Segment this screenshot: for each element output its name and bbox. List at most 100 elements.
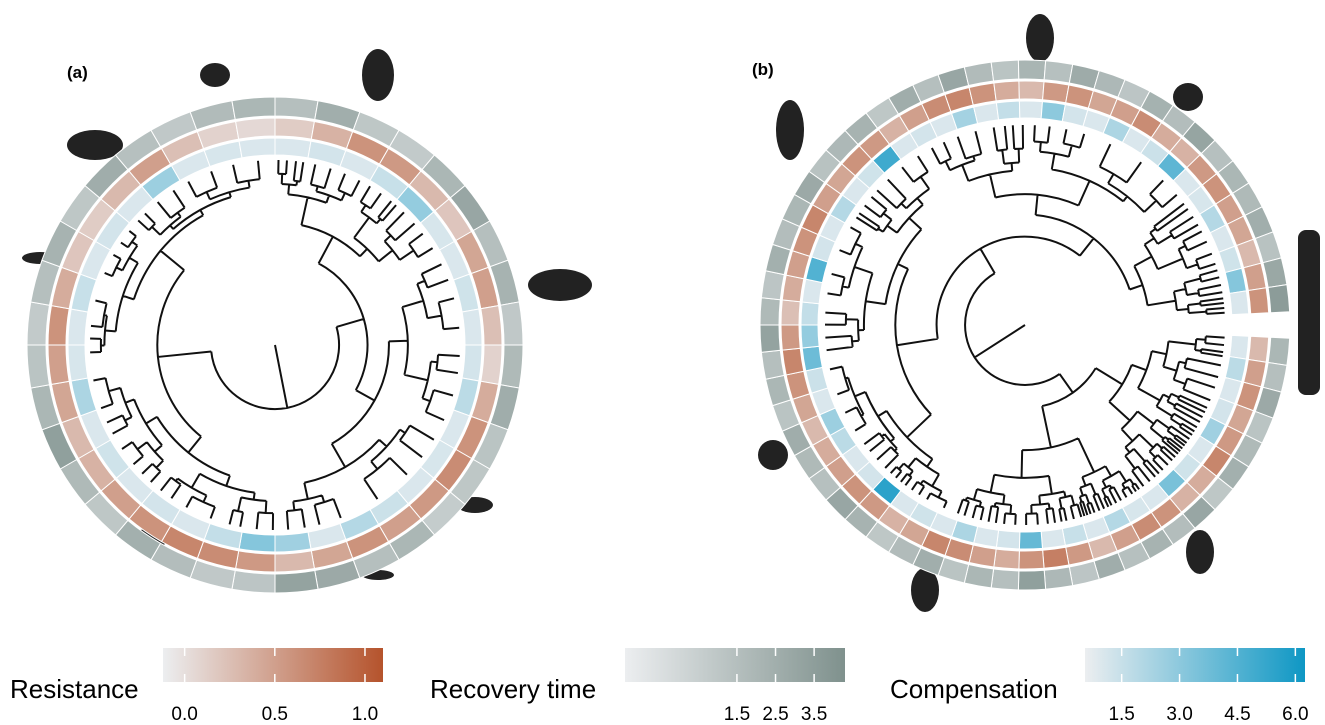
colorbar-tick-label: 0.0 bbox=[171, 704, 197, 725]
heatmap-cell bbox=[462, 345, 482, 381]
legend-title: Compensation bbox=[890, 674, 1058, 704]
heatmap-cell bbox=[806, 367, 828, 393]
heatmap-cell bbox=[991, 569, 1019, 590]
heatmap-cell bbox=[994, 81, 1020, 101]
icon-plant bbox=[1173, 83, 1203, 111]
heatmap-cell bbox=[991, 60, 1019, 81]
colorbar-tick-label: 4.5 bbox=[1224, 704, 1250, 725]
heatmap-cell bbox=[501, 345, 523, 388]
heatmap-cell bbox=[781, 300, 800, 325]
panel-label: (a) bbox=[67, 63, 88, 82]
heatmap-cell bbox=[1244, 263, 1267, 290]
heatmap-cell bbox=[760, 298, 780, 325]
heatmap-cell bbox=[481, 306, 502, 345]
heatmap-cell bbox=[48, 345, 69, 384]
heatmap-cell bbox=[802, 279, 822, 304]
heatmap-cell bbox=[761, 271, 784, 300]
heatmap-cell bbox=[801, 325, 819, 348]
legends: Resistance 0.0 0.5 1.0 Recovery time 1.5 2.5 3.… bbox=[10, 648, 1309, 725]
heatmap-cell bbox=[1041, 102, 1065, 122]
heatmap-cell bbox=[27, 345, 49, 388]
heatmap-cell bbox=[1230, 291, 1249, 315]
heatmap-cell bbox=[501, 302, 523, 345]
heatmap-cell bbox=[761, 350, 784, 379]
heatmap-cell bbox=[996, 101, 1019, 120]
heatmap-cell bbox=[1044, 61, 1073, 83]
icon-ape bbox=[362, 49, 394, 101]
heatmap-cell bbox=[275, 138, 311, 158]
figure: (a) (b) Resistance 0.0 0.5 1.0 Recovery time… bbox=[0, 0, 1325, 725]
heatmap-cell bbox=[239, 138, 275, 158]
phylogeny bbox=[825, 125, 1225, 525]
colorbar-tick-label: 2.5 bbox=[762, 704, 788, 725]
colorbar-tick-label: 1.0 bbox=[352, 704, 378, 725]
heatmap-cell bbox=[802, 346, 822, 371]
heatmap-cell bbox=[275, 551, 314, 572]
heatmap-cell bbox=[236, 118, 275, 139]
heatmap-cell bbox=[974, 103, 999, 124]
heatmap-cell bbox=[1248, 336, 1268, 362]
icon-plant bbox=[1026, 14, 1054, 62]
heatmap-cell bbox=[974, 526, 999, 547]
heatmap-cell bbox=[964, 564, 993, 587]
colorbar-tick-label: 1.5 bbox=[1108, 704, 1134, 725]
heatmap-cell bbox=[1041, 529, 1065, 549]
colorbar-tick-label: 3.5 bbox=[801, 704, 827, 725]
heatmap-cell bbox=[481, 345, 502, 384]
heatmap-cell bbox=[994, 549, 1020, 569]
colorbar-tick-label: 3.0 bbox=[1166, 704, 1192, 725]
heatmap-cell bbox=[782, 348, 803, 375]
heatmap-cell bbox=[1018, 570, 1045, 590]
colorbar bbox=[163, 648, 383, 682]
heatmap-cell bbox=[1062, 524, 1088, 546]
heatmap-cell bbox=[1225, 268, 1246, 293]
heatmap-cell bbox=[996, 530, 1019, 549]
heatmap-cell bbox=[1268, 337, 1290, 365]
heatmap-cell bbox=[1019, 101, 1042, 119]
heatmap-cell bbox=[1019, 550, 1044, 569]
icon-fish bbox=[528, 269, 592, 301]
heatmap-cell bbox=[1248, 288, 1268, 314]
heatmap-cell bbox=[782, 275, 803, 302]
heatmap-cell bbox=[801, 302, 819, 325]
heatmap-cell bbox=[236, 551, 275, 572]
heatmap-cell bbox=[462, 309, 482, 345]
heatmap-cell bbox=[1019, 81, 1044, 100]
heatmap-cell bbox=[1066, 542, 1094, 565]
heatmap-cell bbox=[1268, 285, 1290, 313]
heatmap-cell bbox=[275, 532, 311, 552]
heatmap-cell bbox=[969, 545, 996, 567]
heatmap-cell bbox=[964, 62, 993, 85]
heatmap-cell bbox=[68, 345, 88, 381]
heatmap-cell bbox=[1019, 531, 1042, 549]
heatmap-cell bbox=[68, 309, 88, 345]
heatmap-cell bbox=[1043, 547, 1069, 568]
heatmap-cell bbox=[1230, 335, 1249, 359]
colorbar bbox=[1085, 648, 1305, 682]
heatmap-cell bbox=[1018, 60, 1045, 80]
colorbar-tick-label: 0.5 bbox=[262, 704, 288, 725]
icon-flower bbox=[758, 440, 788, 470]
panel-label: (b) bbox=[752, 60, 774, 79]
heatmap-cell bbox=[969, 83, 996, 105]
heatmap-cell bbox=[1263, 363, 1287, 393]
heatmap-cell bbox=[232, 97, 275, 119]
legend-title: Recovery time bbox=[430, 674, 596, 704]
heatmap-cell bbox=[275, 571, 318, 593]
colorbar bbox=[625, 648, 845, 682]
heatmap-cell bbox=[1044, 567, 1073, 589]
heatmap-cell bbox=[275, 118, 314, 139]
legend-title: Resistance bbox=[10, 674, 139, 704]
colorbar-tick-label: 6.0 bbox=[1282, 704, 1308, 725]
icon-tree bbox=[776, 100, 804, 160]
phylogeny bbox=[90, 160, 460, 530]
heatmap-cell bbox=[760, 325, 780, 352]
heatmap-cell bbox=[232, 571, 275, 593]
heatmap-cell bbox=[275, 97, 318, 119]
colorbar-tick-label: 1.5 bbox=[724, 704, 750, 725]
heatmap-cell bbox=[27, 302, 49, 345]
icon-plant bbox=[1186, 530, 1214, 574]
heatmap-cell bbox=[1043, 82, 1069, 103]
heatmap-cell bbox=[1069, 561, 1099, 586]
heatmap-cell bbox=[48, 306, 69, 345]
